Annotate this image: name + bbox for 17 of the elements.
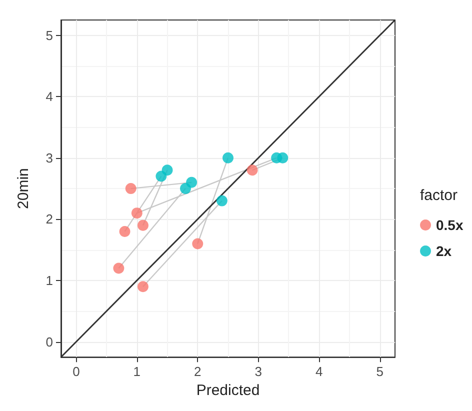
y-tick-label: 3 bbox=[46, 150, 53, 166]
x-tick-label: 5 bbox=[376, 364, 384, 380]
x-tick-label: 2 bbox=[194, 364, 202, 380]
y-tick-label: 2 bbox=[46, 212, 53, 227]
x-tick-label: 1 bbox=[133, 364, 141, 380]
y-axis-title: 20min bbox=[15, 168, 32, 209]
x-tick-label: 3 bbox=[254, 364, 262, 380]
legend-label: 2x bbox=[436, 243, 452, 259]
legend-title: factor bbox=[420, 187, 458, 204]
y-tick-label: 4 bbox=[46, 89, 53, 104]
x-tick-label: 4 bbox=[315, 364, 323, 380]
x-tick-label: 0 bbox=[72, 364, 80, 380]
y-tick-label: 1 bbox=[46, 272, 53, 288]
legend-label: 0.5x bbox=[436, 217, 464, 233]
y-tick-label: 0 bbox=[46, 334, 53, 350]
y-tick-label: 5 bbox=[46, 28, 53, 43]
x-axis-title: Predicted bbox=[196, 382, 260, 399]
